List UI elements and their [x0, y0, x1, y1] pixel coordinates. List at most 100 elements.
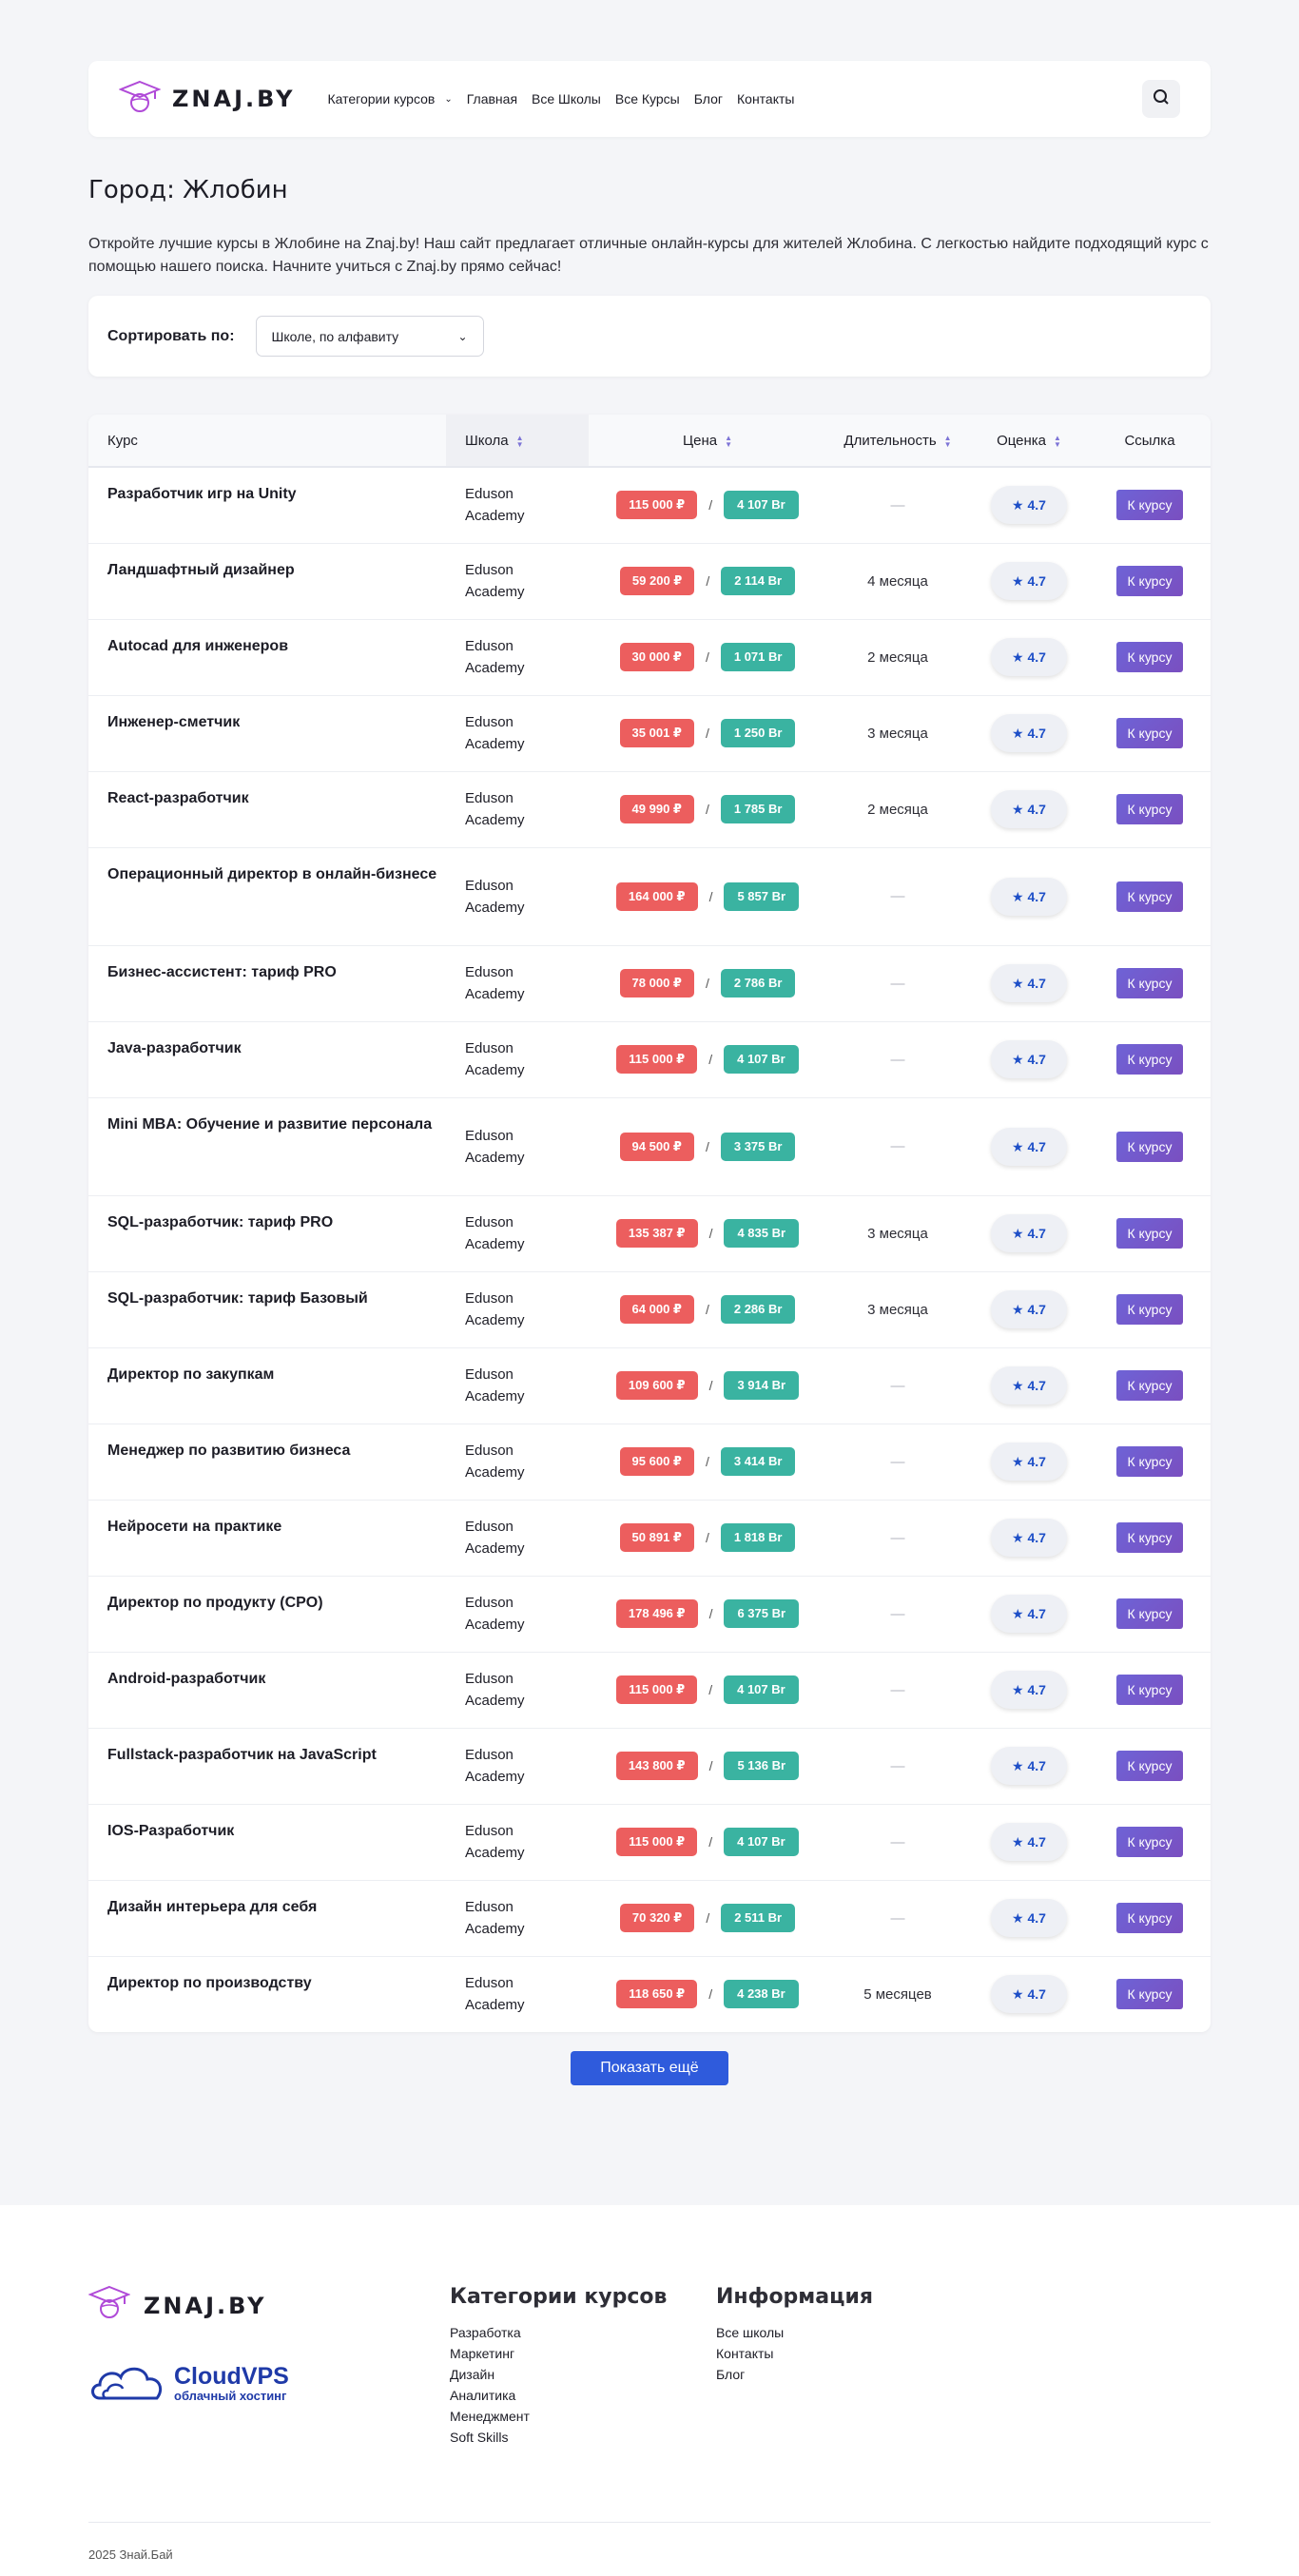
footer-link-info[interactable]: Контакты [716, 2346, 774, 2361]
course-name[interactable]: SQL-разработчик: тариф Базовый [107, 1289, 368, 1307]
course-price: 115 000 ₽ / 4 107 Br [616, 491, 799, 520]
course-name[interactable]: Autocad для инженеров [107, 637, 289, 654]
sort-select[interactable]: Школе, по алфавиту ⌄ [255, 316, 484, 357]
price-separator: / [708, 497, 713, 513]
school-name[interactable]: Eduson Academy [465, 1519, 525, 1557]
header-rating[interactable]: Оценка ▲ ▼ [969, 415, 1089, 468]
course-name[interactable]: Бизнес-ассистент: тариф PRO [107, 963, 337, 980]
course-link-button[interactable]: К курсу [1116, 968, 1183, 998]
footer-link-info[interactable]: Блог [716, 2367, 746, 2382]
price-rub-badge: 49 990 ₽ [619, 795, 694, 823]
school-name[interactable]: Eduson Academy [465, 562, 525, 600]
course-link-button[interactable]: К курсу [1116, 1131, 1183, 1162]
course-link-button[interactable]: К курсу [1116, 566, 1183, 596]
school-name[interactable]: Eduson Academy [465, 1214, 525, 1252]
site-logo[interactable]: ZNAJ.BY [118, 80, 295, 119]
course-link-button[interactable]: К курсу [1116, 718, 1183, 748]
course-link-button[interactable]: К курсу [1116, 490, 1183, 521]
nav-all-schools[interactable]: Все Школы [532, 91, 601, 107]
nav-categories[interactable]: Категории курсов ⌄ [327, 91, 452, 107]
table-row: IOS-Разработчик Eduson Academy 115 000 ₽… [88, 1804, 1211, 1881]
course-name[interactable]: Java-разработчик [107, 1039, 242, 1056]
course-name[interactable]: Инженер-сметчик [107, 713, 241, 730]
course-name[interactable]: Mini MBA: Обучение и развитие персонала [107, 1115, 433, 1133]
course-link-button[interactable]: К курсу [1116, 1675, 1183, 1705]
price-separator: / [705, 726, 709, 741]
school-name[interactable]: Eduson Academy [465, 877, 525, 916]
course-name[interactable]: Дизайн интерьера для себя [107, 1898, 318, 1915]
course-price: 143 800 ₽ / 5 136 Br [615, 1752, 800, 1780]
show-more-button[interactable]: Показать ещё [571, 2051, 728, 2085]
school-name[interactable]: Eduson Academy [465, 1747, 525, 1785]
footer-link-category[interactable]: Разработка [450, 2325, 521, 2340]
footer-info-title: Информация [716, 2285, 873, 2309]
course-name[interactable]: IOS-Разработчик [107, 1822, 235, 1839]
course-link-button[interactable]: К курсу [1116, 1044, 1183, 1075]
school-name[interactable]: Eduson Academy [465, 1040, 525, 1078]
school-name[interactable]: Eduson Academy [465, 1127, 525, 1166]
footer-link-category[interactable]: Soft Skills [450, 2430, 509, 2445]
footer-link-category[interactable]: Дизайн [450, 2367, 495, 2382]
school-name[interactable]: Eduson Academy [465, 1899, 525, 1937]
price-byn-badge: 1 818 Br [720, 1523, 796, 1552]
course-link-button[interactable]: К курсу [1116, 1218, 1183, 1249]
school-name[interactable]: Eduson Academy [465, 714, 525, 752]
school-name[interactable]: Eduson Academy [465, 486, 525, 525]
course-name[interactable]: Fullstack-разработчик на JavaScript [107, 1746, 377, 1763]
course-name[interactable]: Директор по производству [107, 1974, 312, 1991]
header-school[interactable]: Школа ▲ ▼ [446, 415, 589, 468]
course-link-button[interactable]: К курсу [1116, 1522, 1183, 1553]
course-link-button[interactable]: К курсу [1116, 1827, 1183, 1857]
course-link-button[interactable]: К курсу [1116, 794, 1183, 824]
partner-logo[interactable]: CloudVPS облачный хостинг [88, 2358, 450, 2409]
course-name[interactable]: Android-разработчик [107, 1670, 266, 1687]
course-name[interactable]: Операционный директор в онлайн-бизнесе [107, 865, 437, 882]
course-link-button[interactable]: К курсу [1116, 1446, 1183, 1477]
school-name[interactable]: Eduson Academy [465, 1823, 525, 1861]
nav-all-courses[interactable]: Все Курсы [614, 91, 680, 107]
course-link-button[interactable]: К курсу [1116, 1598, 1183, 1629]
header-price[interactable]: Цена ▲ ▼ [589, 415, 826, 468]
course-name[interactable]: Менеджер по развитию бизнеса [107, 1442, 351, 1459]
price-rub-badge: 115 000 ₽ [616, 491, 698, 520]
school-name[interactable]: Eduson Academy [465, 1975, 525, 2014]
course-name[interactable]: SQL-разработчик: тариф PRO [107, 1213, 334, 1230]
school-name[interactable]: Eduson Academy [465, 1671, 525, 1709]
course-link-button[interactable]: К курсу [1116, 1903, 1183, 1933]
school-name[interactable]: Eduson Academy [465, 638, 525, 676]
footer-link-category[interactable]: Аналитика [450, 2388, 516, 2403]
price-rub-badge: 94 500 ₽ [619, 1132, 694, 1161]
school-name[interactable]: Eduson Academy [465, 790, 525, 828]
course-link-button[interactable]: К курсу [1116, 1294, 1183, 1325]
rating-badge: ★ 4.7 [991, 877, 1067, 916]
nav-contacts[interactable]: Контакты [737, 91, 795, 107]
course-name[interactable]: Разработчик игр на Unity [107, 486, 297, 502]
nav-home[interactable]: Главная [466, 91, 518, 107]
course-link-button[interactable]: К курсу [1116, 642, 1183, 672]
nav-blog[interactable]: Блог [693, 91, 723, 107]
course-name[interactable]: Директор по закупкам [107, 1365, 275, 1383]
course-name[interactable]: React-разработчик [107, 789, 249, 806]
course-link-button[interactable]: К курсу [1116, 1979, 1183, 2010]
school-name[interactable]: Eduson Academy [465, 1443, 525, 1481]
course-link-button[interactable]: К курсу [1116, 1751, 1183, 1781]
search-button[interactable] [1142, 80, 1180, 118]
copyright: 2025 Знай.Бай [88, 2547, 173, 2562]
footer-link-info[interactable]: Все школы [716, 2325, 785, 2340]
rating-badge: ★ 4.7 [991, 714, 1067, 752]
course-link-button[interactable]: К курсу [1116, 881, 1183, 912]
school-name[interactable]: Eduson Academy [465, 1595, 525, 1633]
course-link-button[interactable]: К курсу [1116, 1370, 1183, 1401]
header-duration[interactable]: Длительность ▲ ▼ [826, 415, 969, 468]
footer-logo[interactable]: ZNAJ.BY [87, 2285, 450, 2326]
course-name[interactable]: Директор по продукту (CPO) [107, 1594, 323, 1611]
school-name[interactable]: Eduson Academy [465, 1290, 525, 1328]
school-name[interactable]: Eduson Academy [465, 964, 525, 1002]
course-name[interactable]: Ландшафтный дизайнер [107, 561, 295, 578]
table-row: Директор по производству Eduson Academy … [88, 1956, 1211, 2032]
course-price: 135 387 ₽ / 4 835 Br [615, 1219, 800, 1248]
course-name[interactable]: Нейросети на практике [107, 1518, 282, 1535]
footer-link-category[interactable]: Маркетинг [450, 2346, 515, 2361]
footer-link-category[interactable]: Менеджмент [450, 2409, 530, 2424]
school-name[interactable]: Eduson Academy [465, 1366, 525, 1404]
